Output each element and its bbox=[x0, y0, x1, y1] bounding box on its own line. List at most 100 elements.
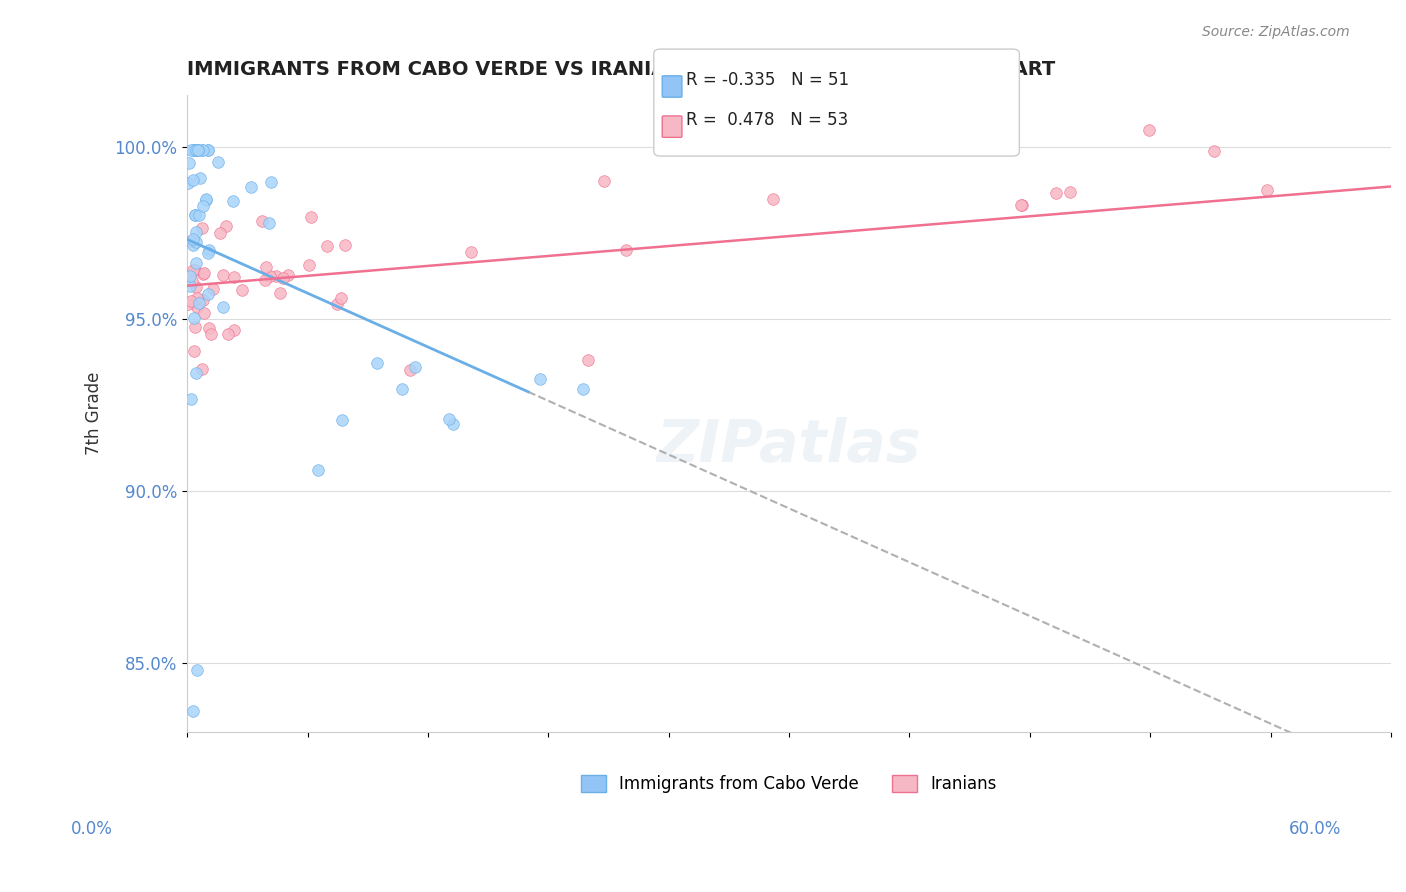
Immigrants from Cabo Verde bbox=[183, 311, 205, 326]
Iranians bbox=[180, 294, 202, 309]
Legend: Immigrants from Cabo Verde, Iranians: Immigrants from Cabo Verde, Iranians bbox=[574, 768, 1004, 799]
Iranians bbox=[762, 193, 785, 207]
Iranians bbox=[1010, 198, 1032, 212]
Immigrants from Cabo Verde bbox=[529, 372, 551, 386]
Immigrants from Cabo Verde bbox=[194, 193, 217, 207]
Iranians bbox=[193, 266, 215, 280]
Iranians bbox=[1011, 198, 1033, 212]
Immigrants from Cabo Verde bbox=[177, 176, 200, 190]
Immigrants from Cabo Verde bbox=[239, 180, 262, 194]
Immigrants from Cabo Verde bbox=[187, 144, 209, 158]
Immigrants from Cabo Verde bbox=[184, 366, 207, 380]
Immigrants from Cabo Verde bbox=[197, 243, 219, 257]
Immigrants from Cabo Verde bbox=[188, 171, 211, 186]
Immigrants from Cabo Verde bbox=[212, 301, 235, 315]
Iranians bbox=[224, 270, 246, 285]
Immigrants from Cabo Verde bbox=[391, 383, 413, 397]
Immigrants from Cabo Verde bbox=[181, 232, 204, 246]
Iranians bbox=[1045, 186, 1067, 200]
Iranians bbox=[177, 296, 200, 310]
Immigrants from Cabo Verde bbox=[183, 144, 205, 158]
Immigrants from Cabo Verde bbox=[197, 245, 219, 260]
Iranians bbox=[592, 174, 614, 188]
Immigrants from Cabo Verde bbox=[195, 193, 218, 207]
Text: R = -0.335   N = 51: R = -0.335 N = 51 bbox=[686, 70, 849, 88]
Iranians bbox=[193, 306, 215, 320]
Iranians bbox=[191, 362, 214, 376]
Iranians bbox=[460, 245, 482, 260]
Iranians bbox=[277, 268, 299, 282]
Immigrants from Cabo Verde bbox=[186, 663, 208, 677]
Immigrants from Cabo Verde bbox=[197, 144, 219, 158]
Iranians bbox=[193, 293, 215, 308]
Immigrants from Cabo Verde bbox=[187, 144, 209, 158]
Iranians bbox=[253, 273, 276, 287]
Text: 0.0%: 0.0% bbox=[70, 820, 112, 838]
Iranians bbox=[1059, 185, 1081, 199]
Iranians bbox=[1202, 144, 1225, 158]
Iranians bbox=[222, 323, 245, 337]
Text: 60.0%: 60.0% bbox=[1288, 820, 1341, 838]
Immigrants from Cabo Verde bbox=[184, 208, 207, 222]
Iranians bbox=[266, 268, 288, 283]
Immigrants from Cabo Verde bbox=[179, 269, 201, 284]
Iranians bbox=[231, 283, 253, 297]
Iranians bbox=[1137, 123, 1160, 137]
Iranians bbox=[259, 268, 281, 283]
Immigrants from Cabo Verde bbox=[181, 173, 204, 187]
Iranians bbox=[316, 239, 339, 253]
Y-axis label: 7th Grade: 7th Grade bbox=[86, 372, 103, 455]
Iranians bbox=[211, 268, 233, 283]
Iranians bbox=[200, 326, 222, 341]
Immigrants from Cabo Verde bbox=[180, 144, 202, 158]
Immigrants from Cabo Verde bbox=[441, 417, 464, 431]
Immigrants from Cabo Verde bbox=[187, 144, 209, 158]
Iranians bbox=[269, 285, 291, 300]
Iranians bbox=[399, 362, 422, 376]
Iranians bbox=[202, 283, 225, 297]
Immigrants from Cabo Verde bbox=[191, 144, 214, 158]
Iranians bbox=[326, 297, 349, 311]
Immigrants from Cabo Verde bbox=[437, 412, 460, 426]
Iranians bbox=[254, 260, 277, 274]
Iranians bbox=[1256, 183, 1278, 197]
Immigrants from Cabo Verde bbox=[197, 287, 219, 301]
Immigrants from Cabo Verde bbox=[180, 392, 202, 406]
Iranians bbox=[250, 214, 273, 228]
Iranians bbox=[180, 234, 202, 248]
Immigrants from Cabo Verde bbox=[197, 144, 219, 158]
Immigrants from Cabo Verde bbox=[188, 208, 211, 222]
Iranians bbox=[298, 258, 321, 272]
Iranians bbox=[184, 280, 207, 294]
Immigrants from Cabo Verde bbox=[572, 382, 595, 396]
Iranians bbox=[333, 238, 356, 252]
Iranians bbox=[183, 344, 205, 359]
Iranians bbox=[181, 263, 204, 277]
Iranians bbox=[299, 210, 322, 224]
Immigrants from Cabo Verde bbox=[191, 144, 214, 158]
Immigrants from Cabo Verde bbox=[366, 356, 388, 370]
Iranians bbox=[578, 353, 600, 368]
Iranians bbox=[191, 221, 214, 235]
Immigrants from Cabo Verde bbox=[181, 144, 204, 158]
Immigrants from Cabo Verde bbox=[207, 155, 229, 169]
Iranians bbox=[217, 326, 239, 341]
Immigrants from Cabo Verde bbox=[257, 216, 280, 230]
Immigrants from Cabo Verde bbox=[404, 359, 426, 374]
Text: ZIPatlas: ZIPatlas bbox=[657, 417, 921, 474]
Immigrants from Cabo Verde bbox=[184, 209, 207, 223]
Immigrants from Cabo Verde bbox=[330, 413, 353, 427]
Immigrants from Cabo Verde bbox=[184, 225, 207, 239]
Iranians bbox=[215, 219, 238, 233]
Immigrants from Cabo Verde bbox=[307, 463, 329, 477]
Immigrants from Cabo Verde bbox=[177, 156, 200, 170]
Text: IMMIGRANTS FROM CABO VERDE VS IRANIAN 7TH GRADE CORRELATION CHART: IMMIGRANTS FROM CABO VERDE VS IRANIAN 7T… bbox=[187, 60, 1056, 78]
Immigrants from Cabo Verde bbox=[186, 235, 208, 250]
Immigrants from Cabo Verde bbox=[181, 704, 204, 718]
Iranians bbox=[198, 321, 221, 335]
Immigrants from Cabo Verde bbox=[179, 279, 201, 293]
Text: R =  0.478   N = 53: R = 0.478 N = 53 bbox=[686, 111, 848, 128]
Immigrants from Cabo Verde bbox=[193, 198, 215, 212]
Immigrants from Cabo Verde bbox=[186, 256, 208, 270]
Text: Source: ZipAtlas.com: Source: ZipAtlas.com bbox=[1202, 25, 1350, 38]
